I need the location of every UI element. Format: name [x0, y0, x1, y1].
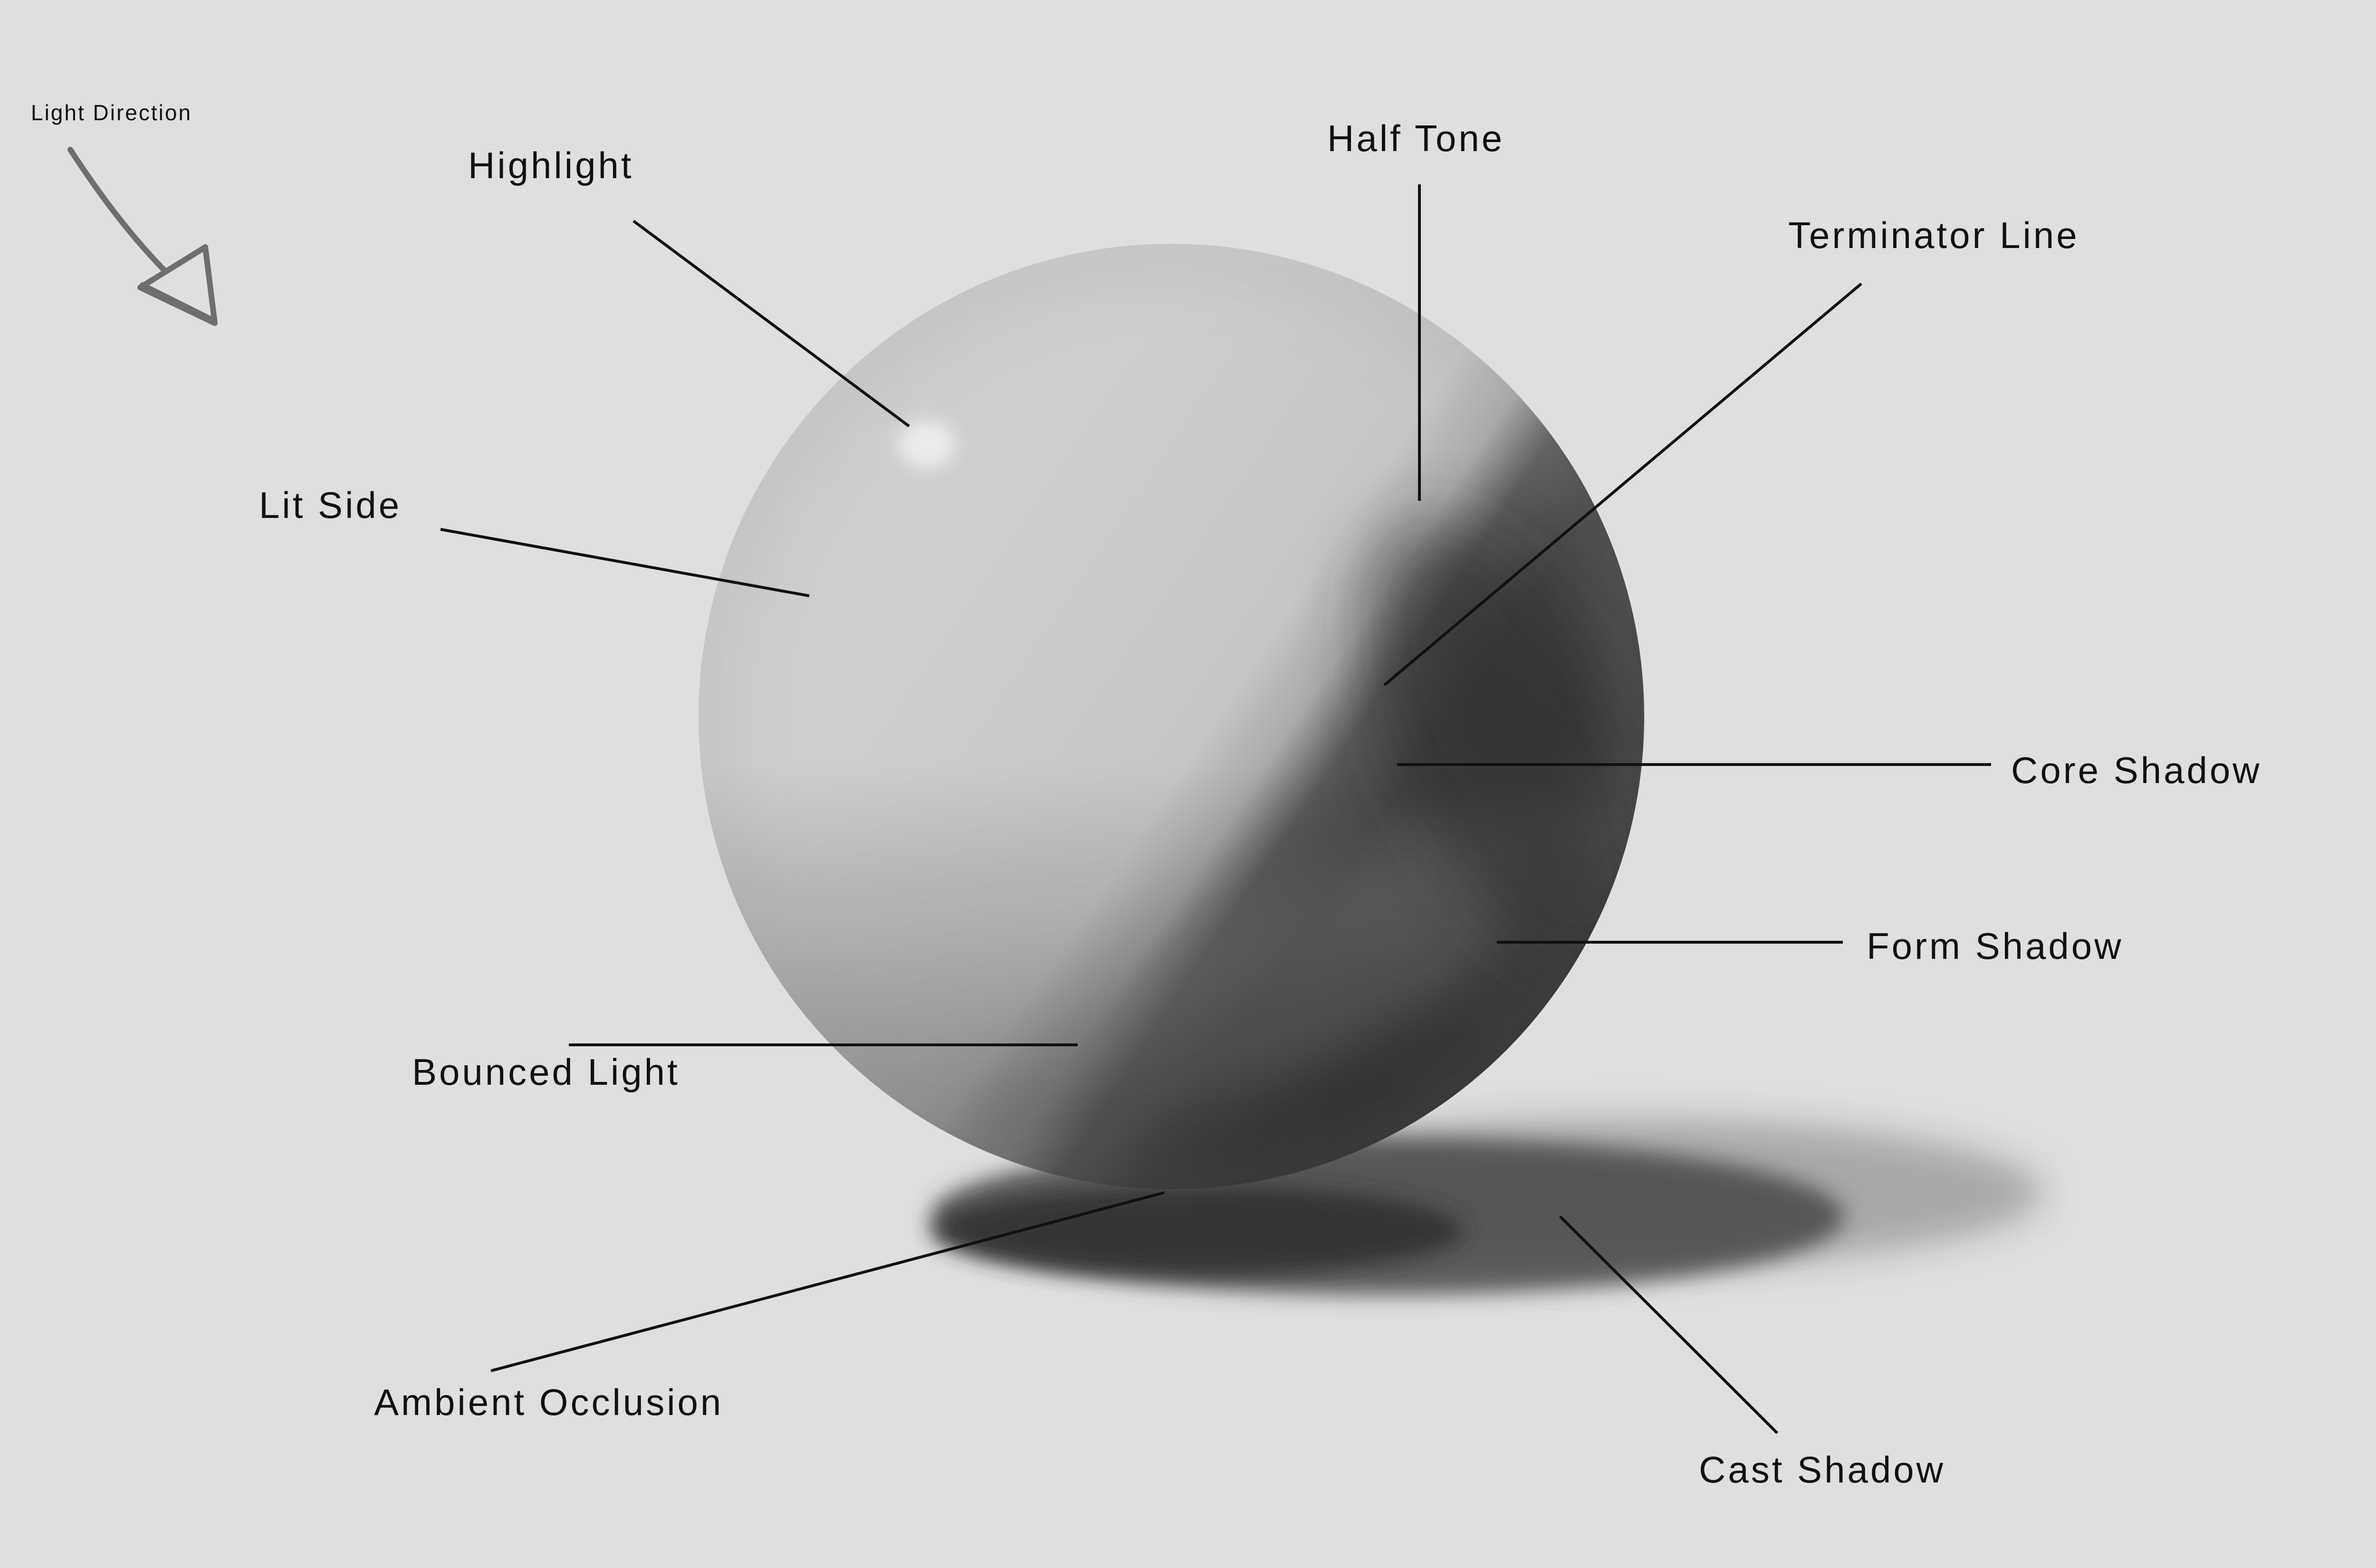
- cast-shadow-leader: [1559, 1215, 1779, 1434]
- ambient-occlusion-leader: [490, 1191, 1165, 1372]
- core-shadow-label: Core Shadow: [2011, 749, 2262, 791]
- terminator-line-label: Terminator Line: [1788, 214, 2079, 256]
- form-shadow-label: Form Shadow: [1867, 925, 2124, 967]
- ambient-occlusion-label: Ambient Occlusion: [374, 1381, 723, 1423]
- lit-side-leader: [440, 528, 810, 597]
- cast-shadow-label: Cast Shadow: [1699, 1449, 1945, 1491]
- sphere: [699, 244, 1644, 1189]
- terminator-line-leader: [1383, 282, 1862, 687]
- arrow-down-right-icon: [67, 147, 218, 326]
- highlight-label: Highlight: [468, 144, 634, 186]
- lit-side-label: Lit Side: [259, 484, 402, 526]
- light-direction-label: Light Direction: [31, 100, 192, 125]
- highlight-leader: [632, 220, 910, 428]
- bounced-light-label: Bounced Light: [412, 1051, 680, 1093]
- highlight-spot: [897, 420, 956, 469]
- half-tone-label: Half Tone: [1327, 117, 1504, 159]
